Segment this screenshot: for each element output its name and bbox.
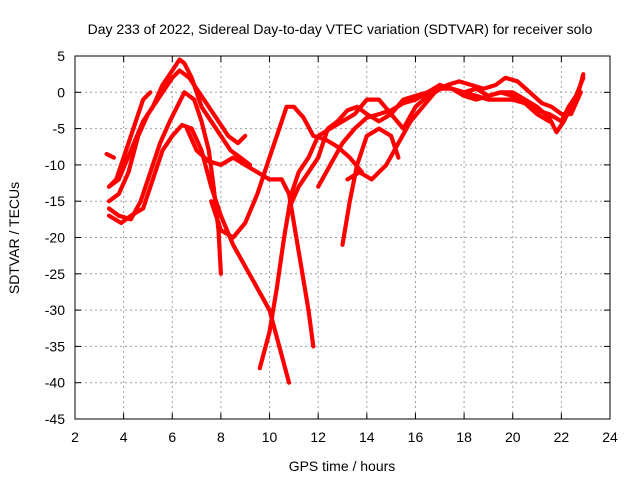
y-tick-label: -20 [45,230,65,246]
y-tick-label: -40 [45,375,65,391]
x-tick-label: 20 [505,429,521,445]
x-tick-label: 16 [408,429,424,445]
x-tick-label: 8 [217,429,225,445]
y-tick-label: 5 [57,48,65,64]
series-arc-d [106,122,292,385]
series-arc-i [286,86,552,211]
axis-ticks: 2 4 6 8 10 12 14 16 18 20 22 2450-5-10-15-20-25-30-… [45,48,618,445]
series-arc-e [106,90,153,189]
series-arc-o [104,151,117,160]
grid [75,56,610,419]
y-tick-label: -45 [45,411,65,427]
y-tick-label: -5 [53,121,66,137]
x-tick-label: 18 [456,429,472,445]
series-arc-n [462,75,586,124]
y-tick-label: -10 [45,157,65,173]
y-axis-title: SDTVAR / TECUs [6,182,22,294]
series-arc-b [106,68,248,204]
chart-title: Day 233 of 2022, Sidereal Day-to-day VTE… [88,21,593,37]
series-arc-j [340,126,401,247]
x-tick-label: 10 [262,429,278,445]
x-tick-label: 2 [71,429,79,445]
y-tick-label: -35 [45,338,65,354]
series-layer [104,57,586,385]
y-tick-label: 0 [57,84,65,100]
y-tick-label: -30 [45,302,65,318]
x-tick-label: 24 [602,429,618,445]
x-tick-label: 14 [359,429,375,445]
x-tick-label: 4 [120,429,128,445]
x-tick-label: 6 [168,429,176,445]
x-axis-title: GPS time / hours [289,458,396,474]
x-tick-label: 12 [310,429,326,445]
x-tick-label: 22 [554,429,570,445]
series-arc-l [316,82,442,189]
series-arc-g [209,104,365,240]
y-tick-label: -25 [45,266,65,282]
y-tick-label: -15 [45,193,65,209]
series-arc-k [345,75,583,182]
series-arc-h [257,82,442,371]
